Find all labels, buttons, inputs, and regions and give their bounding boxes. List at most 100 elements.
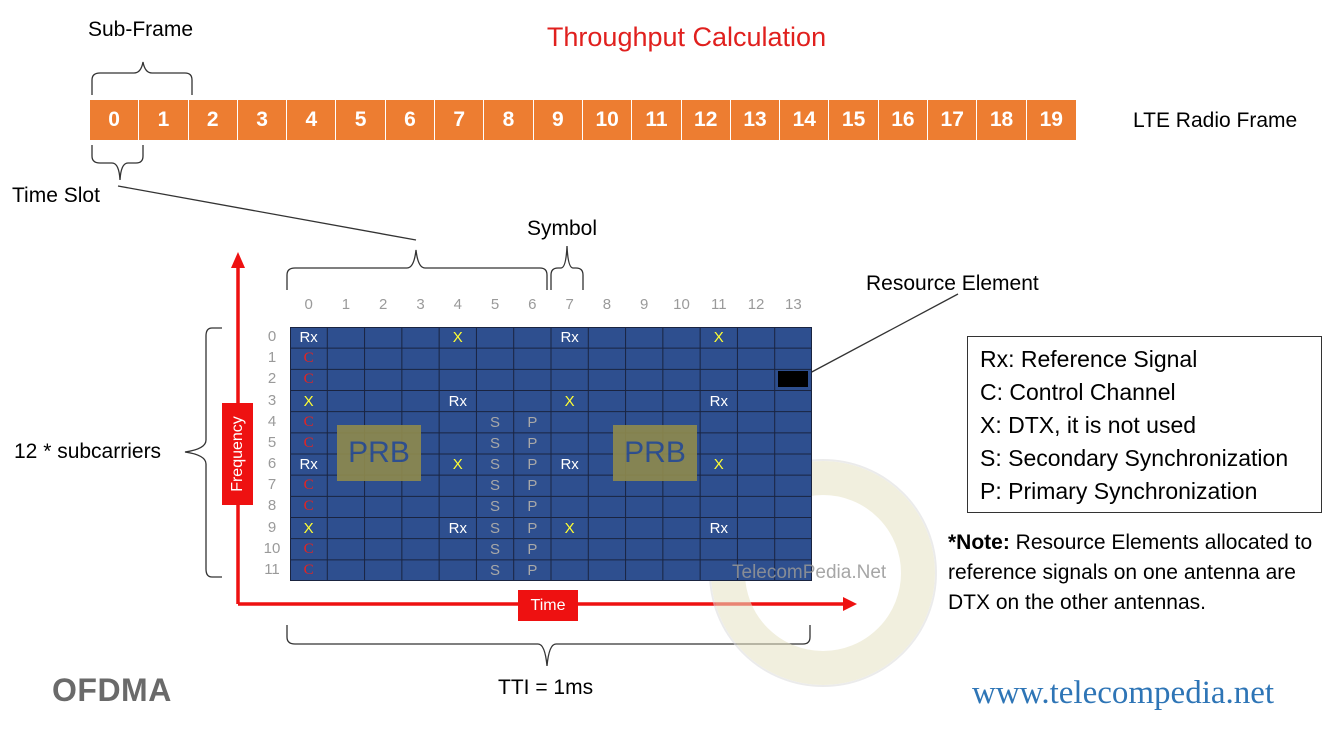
- frame-slot: 0: [90, 100, 140, 140]
- frame-slot: 5: [336, 100, 386, 140]
- note-bold: *Note:: [948, 531, 1010, 554]
- legend-item-rx: Rx: Reference Signal: [980, 346, 1198, 372]
- grid-cell-x: X: [452, 329, 463, 346]
- symbol-index: 13: [785, 296, 802, 313]
- grid-cell-s: S: [490, 477, 501, 495]
- note-text: *Note: Resource Elements allocated to re…: [948, 528, 1328, 618]
- grid-cell-p: P: [527, 477, 538, 495]
- grid-cell-s: S: [490, 413, 501, 431]
- grid-cell-p: P: [527, 519, 538, 537]
- tti-label: TTI = 1ms: [498, 676, 594, 699]
- symbol-index: 4: [453, 296, 462, 313]
- grid-cell-p: P: [527, 434, 538, 452]
- symbol-index: 5: [490, 296, 500, 313]
- legend-item-x: X: DTX, it is not used: [980, 412, 1197, 438]
- frame-slot: 1: [139, 100, 189, 140]
- frequency-axis-label: Frequency: [228, 416, 246, 492]
- prb-block-1: PRB: [337, 425, 421, 481]
- grid-cell-c: C: [303, 371, 314, 388]
- symbol-index: 8: [602, 296, 612, 313]
- grid-cell-x: X: [303, 519, 314, 537]
- subcarrier-index: 9: [267, 518, 277, 536]
- grid-cell-c: C: [303, 561, 314, 578]
- resource-grid: PRB PRB Rx X Rx X C C X Rx X Rx C S P C S P Rx X S P Rx X C S P C…: [290, 327, 812, 581]
- subcarrier-index: 0: [267, 328, 277, 345]
- frame-slot: 6: [385, 100, 436, 140]
- symbol-index: 6: [528, 296, 537, 313]
- subcarrier-index: 10: [263, 539, 281, 557]
- grid-cell-c: C: [303, 434, 314, 451]
- grid-cell-c: C: [303, 413, 314, 430]
- grid-cell-x: X: [713, 329, 724, 346]
- symbol-bracket: [550, 245, 584, 290]
- time-arrowhead: [843, 597, 857, 611]
- grid-cell-rx: Rx: [560, 329, 579, 346]
- frame-slot: 10: [582, 100, 633, 140]
- grid-cell-p: P: [527, 456, 538, 473]
- grid-cell-c: C: [303, 540, 314, 557]
- grid-cell-s: S: [490, 434, 501, 452]
- ofdma-label: OFDMA: [52, 672, 172, 708]
- time-slot-label: Time Slot: [12, 184, 100, 207]
- sub-frame-label: Sub-Frame: [88, 18, 194, 41]
- subcarriers-bracket: [184, 327, 222, 578]
- grid-cell-s: S: [490, 498, 501, 516]
- grid-cell-rx: Rx: [709, 392, 728, 410]
- grid-cell-c: C: [303, 477, 314, 494]
- frame-slot: 17: [928, 100, 978, 140]
- subcarrier-index: 8: [267, 497, 277, 515]
- resource-element-label: Resource Element: [866, 272, 1039, 295]
- frame-slot: 9: [533, 100, 583, 140]
- symbol-index: 2: [379, 296, 388, 313]
- symbol-index: 12: [747, 296, 765, 313]
- subcarrier-index: 6: [267, 455, 277, 472]
- frame-slot: 15: [829, 100, 879, 140]
- grid-cell-rx: Rx: [448, 519, 467, 537]
- time-axis-label: Time: [518, 590, 578, 621]
- symbol-index: 0: [304, 296, 313, 313]
- time-slot-bracket: [91, 145, 144, 181]
- frame-slot: 16: [878, 100, 929, 140]
- subcarrier-index: 3: [267, 391, 277, 409]
- grid-cell-c: C: [303, 498, 314, 515]
- website-url[interactable]: www.telecompedia.net: [972, 675, 1275, 711]
- frequency-arrowhead: [231, 252, 245, 268]
- frame-slot: 14: [780, 100, 830, 140]
- subcarrier-index: 7: [267, 476, 277, 494]
- prb-block-2: PRB: [613, 425, 697, 481]
- grid-cell-x: X: [564, 392, 575, 410]
- slot-bracket: [286, 249, 548, 290]
- note-body: Resource Elements allocated to reference…: [948, 531, 1313, 614]
- time-slot-connector: [117, 185, 417, 241]
- grid-cell-s: S: [490, 456, 501, 473]
- tti-bracket: [286, 625, 811, 667]
- frame-slot: 13: [730, 100, 781, 140]
- grid-cell-x: X: [452, 456, 463, 473]
- frame-slot: 18: [977, 100, 1027, 140]
- symbol-index: 1: [341, 296, 351, 313]
- grid-cell-p: P: [527, 561, 538, 579]
- frame-slot: 19: [1026, 100, 1076, 140]
- grid-cell-p: P: [527, 498, 538, 516]
- resource-element-pointer: [807, 293, 959, 375]
- frame-slot: 4: [287, 100, 337, 140]
- frame-slot: 2: [188, 100, 238, 140]
- grid-cell-p: P: [527, 413, 538, 431]
- legend-item-s: S: Secondary Synchronization: [980, 445, 1289, 471]
- grid-cell-rx: Rx: [448, 392, 467, 410]
- grid-cell-c: C: [303, 350, 314, 367]
- frame-slot: 3: [237, 100, 288, 140]
- subcarriers-label: 12 * subcarriers: [14, 440, 162, 463]
- subcarrier-index: 2: [267, 370, 277, 388]
- grid-cell-s: S: [490, 561, 501, 579]
- grid-cell-x: X: [564, 519, 575, 537]
- grid-cell-s: S: [490, 519, 501, 537]
- grid-cell-x: X: [713, 456, 724, 473]
- symbol-index: 9: [640, 296, 649, 313]
- legend-item-p: P: Primary Synchronization: [980, 478, 1258, 504]
- sub-frame-bracket: [91, 61, 193, 95]
- legend-box: Rx: Reference Signal C: Control Channel …: [967, 336, 1322, 513]
- grid-cell-p: P: [527, 540, 538, 558]
- symbol-index: 10: [673, 296, 690, 313]
- subcarrier-index: 1: [267, 349, 277, 367]
